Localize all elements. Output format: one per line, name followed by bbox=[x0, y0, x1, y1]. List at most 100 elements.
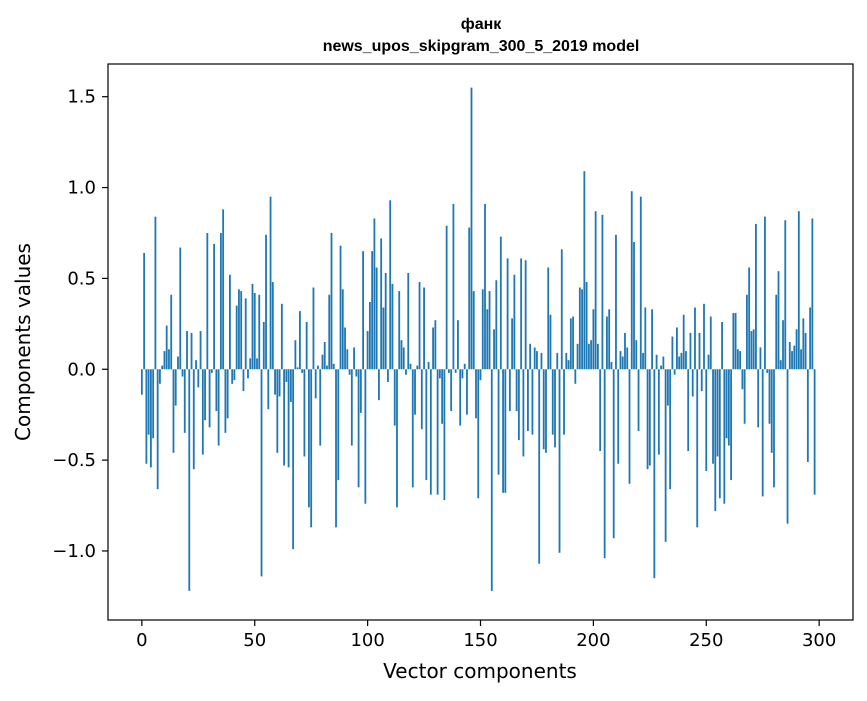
bar bbox=[572, 316, 574, 370]
bar bbox=[639, 196, 642, 370]
bar bbox=[725, 369, 728, 439]
bar bbox=[330, 232, 333, 370]
bar bbox=[759, 347, 762, 370]
bar bbox=[752, 329, 755, 370]
bar bbox=[457, 320, 459, 370]
bar bbox=[551, 369, 554, 435]
bar bbox=[696, 369, 699, 528]
bar bbox=[689, 332, 692, 370]
bar bbox=[646, 369, 649, 470]
bar bbox=[617, 369, 620, 464]
bar bbox=[179, 247, 182, 370]
bar bbox=[405, 369, 407, 375]
bar bbox=[163, 351, 166, 370]
bar bbox=[174, 369, 177, 406]
bar bbox=[610, 361, 613, 370]
bar bbox=[332, 363, 335, 370]
bar bbox=[648, 369, 651, 466]
bar bbox=[350, 369, 353, 446]
bar bbox=[718, 369, 721, 499]
x-tick-label: 100 bbox=[350, 630, 384, 651]
bar bbox=[669, 369, 672, 490]
bar bbox=[274, 369, 276, 395]
x-axis: 0 50 100 150 200 250 300 bbox=[136, 620, 836, 651]
bar bbox=[317, 365, 319, 370]
bar bbox=[278, 369, 281, 397]
bar bbox=[524, 260, 527, 370]
bar bbox=[590, 340, 593, 370]
bar bbox=[199, 331, 202, 370]
bar bbox=[337, 369, 340, 481]
bar bbox=[709, 316, 712, 370]
bar bbox=[339, 245, 342, 370]
bar bbox=[703, 303, 705, 370]
bar bbox=[800, 349, 802, 370]
bar bbox=[319, 369, 322, 446]
bar bbox=[705, 369, 708, 471]
bar bbox=[271, 282, 274, 370]
bar bbox=[779, 360, 782, 370]
bar bbox=[768, 369, 771, 424]
bar bbox=[777, 271, 780, 370]
bar bbox=[745, 294, 748, 370]
bar bbox=[585, 282, 588, 370]
bar bbox=[235, 305, 238, 370]
bar bbox=[558, 369, 561, 553]
bar bbox=[809, 307, 812, 370]
bar bbox=[545, 369, 547, 453]
bar bbox=[743, 369, 746, 424]
bar bbox=[143, 252, 146, 370]
bar bbox=[581, 289, 583, 370]
bar bbox=[529, 343, 532, 370]
bar bbox=[387, 369, 389, 382]
x-tick-label: 200 bbox=[576, 630, 610, 651]
bar bbox=[538, 369, 541, 564]
bar bbox=[314, 369, 317, 399]
plot-frame bbox=[107, 63, 854, 621]
bar bbox=[712, 369, 714, 464]
bar bbox=[583, 171, 586, 370]
bar bbox=[660, 365, 663, 370]
bar bbox=[499, 236, 502, 370]
bar bbox=[335, 369, 337, 528]
bar bbox=[657, 369, 660, 455]
bar bbox=[224, 369, 227, 433]
bar bbox=[294, 340, 297, 370]
bar bbox=[655, 354, 658, 370]
bar bbox=[666, 369, 669, 406]
bar bbox=[730, 369, 732, 481]
bar bbox=[285, 369, 288, 382]
bar bbox=[384, 272, 387, 370]
bar bbox=[698, 332, 701, 370]
bar bbox=[447, 369, 450, 373]
bar bbox=[190, 332, 193, 370]
bar bbox=[621, 356, 624, 370]
bar bbox=[472, 291, 475, 370]
bar bbox=[750, 331, 753, 370]
bar bbox=[527, 369, 529, 432]
bar bbox=[676, 327, 678, 370]
bar bbox=[813, 369, 816, 495]
bar bbox=[420, 369, 423, 430]
bar bbox=[210, 369, 213, 373]
bar bbox=[400, 340, 403, 370]
bar bbox=[186, 331, 188, 370]
bar bbox=[755, 223, 757, 370]
bar bbox=[477, 369, 480, 499]
bar bbox=[567, 360, 570, 370]
bar bbox=[678, 356, 681, 370]
bar bbox=[592, 309, 595, 370]
bar bbox=[463, 363, 466, 370]
bar bbox=[642, 352, 644, 370]
y-tick-label: 1.0 bbox=[67, 178, 96, 199]
bar bbox=[368, 302, 371, 370]
bar bbox=[418, 282, 421, 370]
bar bbox=[283, 369, 285, 466]
bar bbox=[671, 336, 674, 370]
bar bbox=[222, 209, 225, 370]
bar bbox=[685, 351, 687, 370]
bar bbox=[276, 369, 279, 453]
x-tick-label: 150 bbox=[463, 630, 497, 651]
bar bbox=[344, 327, 346, 370]
